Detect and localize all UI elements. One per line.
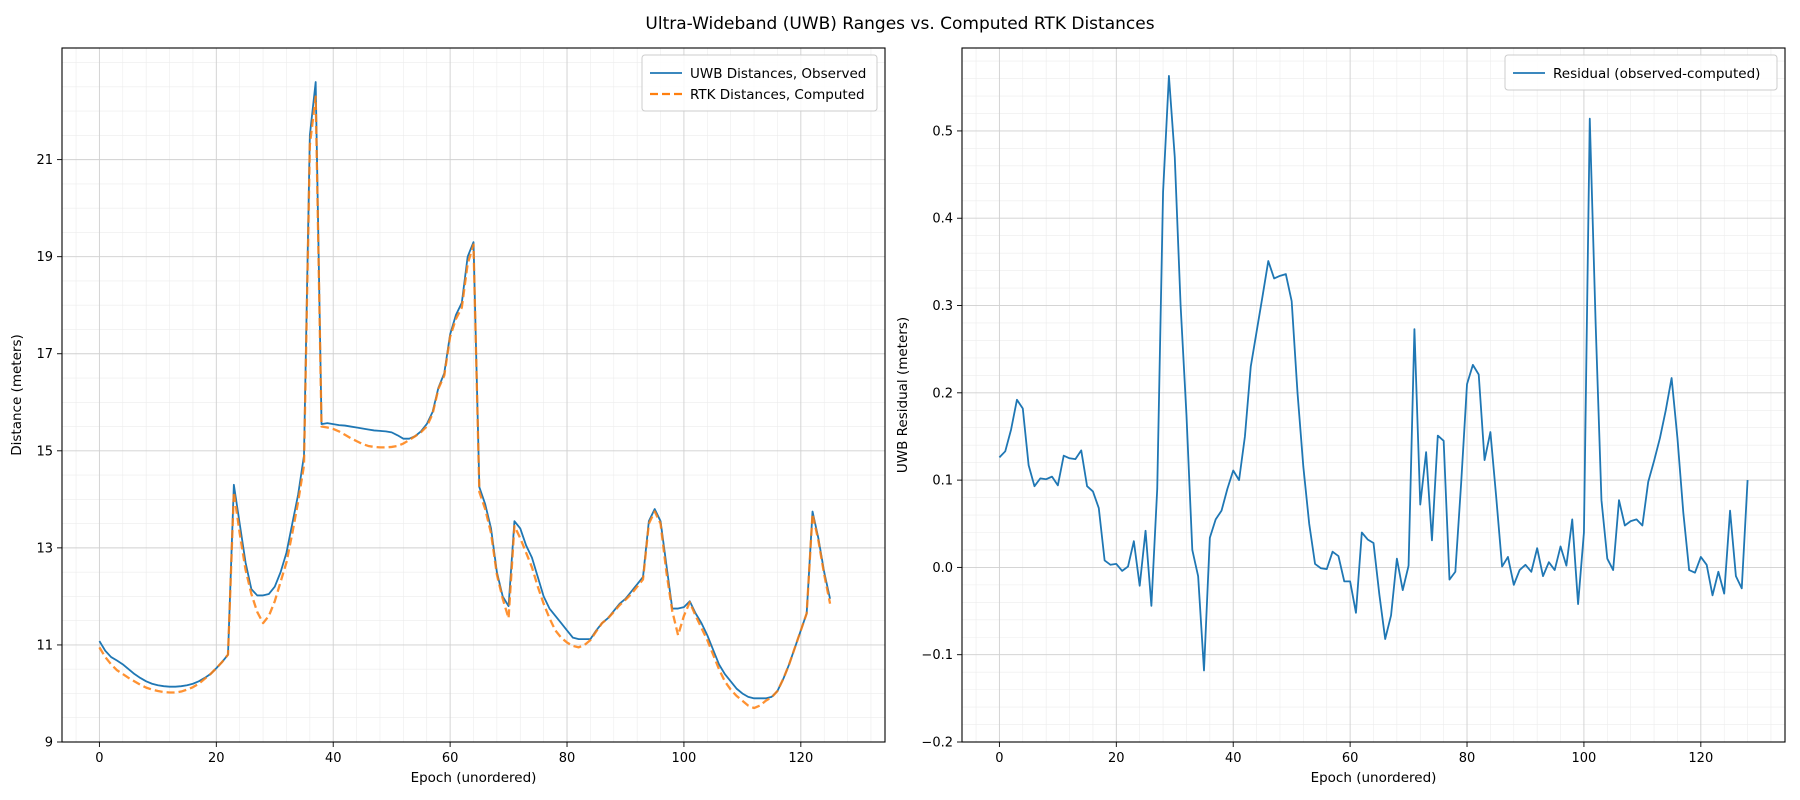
y-tick-label: 0.3 [932,299,953,314]
x-tick-label: 60 [1342,751,1359,766]
y-axis-label: UWB Residual (meters) [895,317,911,473]
legend: Residual (observed-computed) [1504,54,1778,91]
legend-box [1504,54,1778,91]
y-tick-label: 0.5 [932,124,953,139]
y-tick-label: 0.1 [932,474,953,489]
x-tick-label: 0 [995,751,1003,766]
x-tick-label: 40 [1225,751,1242,766]
residual-chart: 0 20 40 60 80 100 120 −0.2 −0.1 0.0 0.1 0.2 0.3 0.4 0.… [895,47,1786,786]
legend-label-computed: RTK Distances, Computed [690,87,865,103]
x-tick-label: 20 [1108,751,1125,766]
y-tick-label: 15 [36,444,53,459]
axis-ticks: 0 20 40 60 80 100 120 −0.2 −0.1 0.0 0.1 0.2 0.3 0.4 0.… [921,124,1713,766]
x-tick-label: 100 [1572,751,1597,766]
series-lines [98,81,832,710]
y-tick-label: 17 [36,347,53,362]
y-tick-label: 11 [36,638,53,653]
y-tick-label: 0.4 [932,212,953,227]
legend: UWB Distances, Observed RTK Distances, C… [641,54,878,112]
y-tick-label: 0.0 [932,561,953,576]
x-tick-label: 80 [1459,751,1476,766]
x-tick-label: 120 [1688,751,1713,766]
y-tick-label: −0.1 [921,648,953,663]
x-tick-label: 60 [442,751,459,766]
x-axis-label: Epoch (unordered) [411,770,537,786]
y-tick-label: 9 [45,736,53,751]
series-lines [998,75,1749,672]
series-line-0 [998,75,1749,672]
y-tick-label: 19 [36,250,53,265]
y-tick-label: 21 [36,153,53,168]
legend-label-residual: Residual (observed-computed) [1553,66,1760,82]
series-line-1 [98,95,832,710]
x-tick-label: 120 [788,751,813,766]
x-tick-label: 40 [325,751,342,766]
x-tick-label: 80 [559,751,576,766]
plot-frame [961,47,1786,743]
figure-title: Ultra-Wideband (UWB) Ranges vs. Computed… [645,14,1154,34]
legend-box [641,54,878,112]
x-tick-label: 100 [672,751,697,766]
legend-label-observed: UWB Distances, Observed [690,66,866,82]
x-tick-label: 20 [208,751,225,766]
y-tick-label: 13 [36,541,53,556]
x-tick-label: 0 [95,751,103,766]
distance-chart: 0 20 40 60 80 100 120 9 11 13 15 17 19 21 Epoch (unor… [9,47,886,786]
x-axis-label: Epoch (unordered) [1311,770,1437,786]
y-tick-label: −0.2 [921,736,953,751]
y-axis-label: Distance (meters) [9,334,25,456]
axis-ticks: 0 20 40 60 80 100 120 9 11 13 15 17 19 21 [36,153,813,766]
y-tick-label: 0.2 [932,386,953,401]
plot-frame [61,47,886,743]
